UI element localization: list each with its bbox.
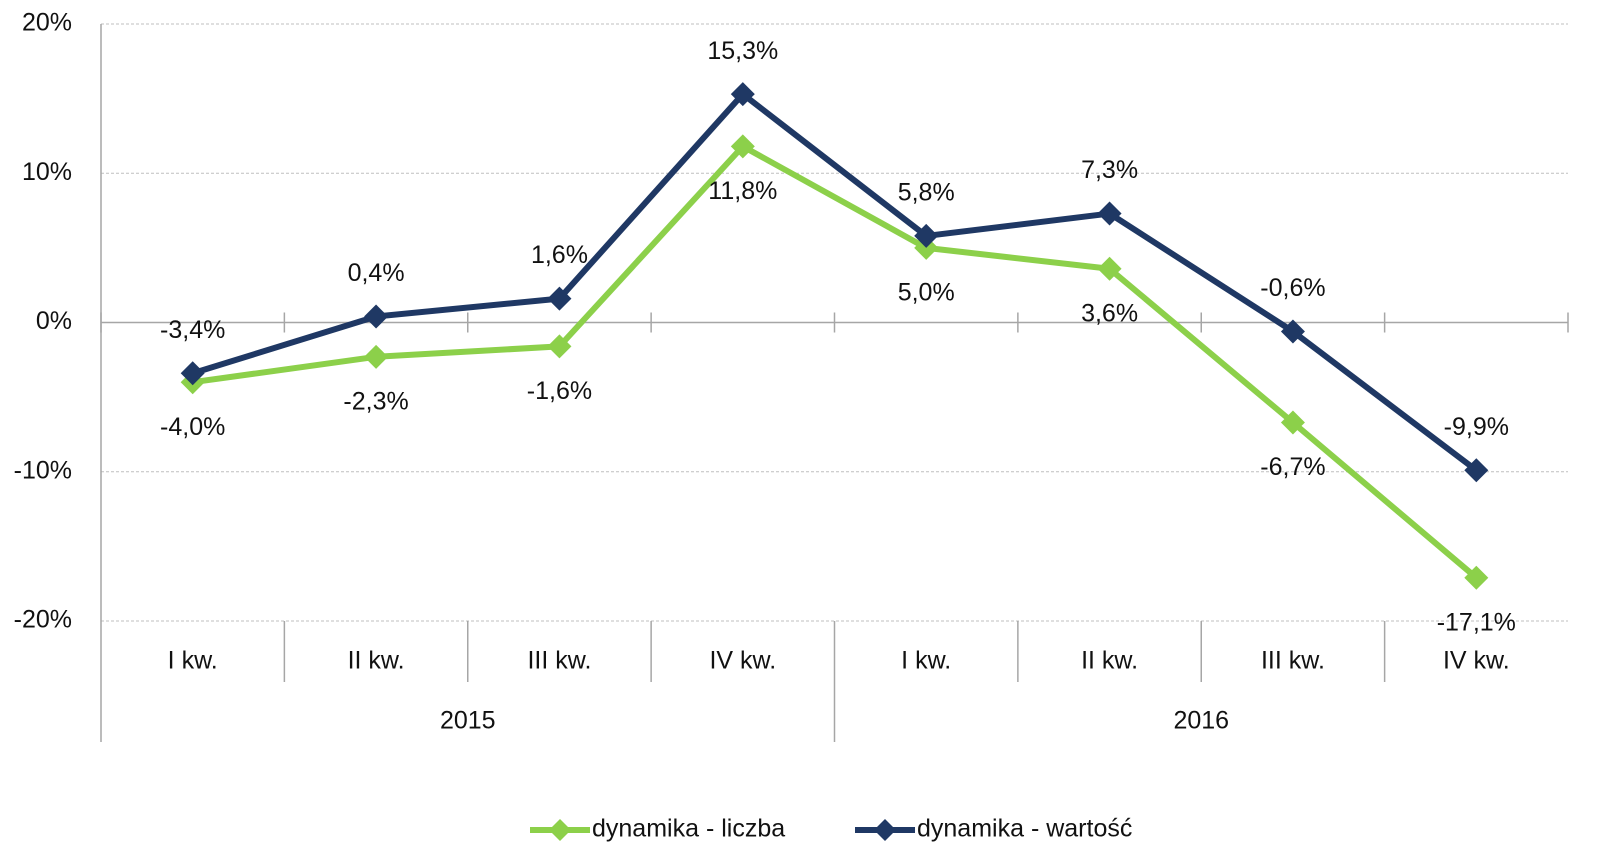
point-marker [914,223,939,248]
point-marker [364,304,389,329]
point-marker [730,82,755,107]
data-label: -3,4% [160,316,225,344]
x-tick-label: III kw. [1261,647,1325,675]
group-label: 2015 [440,707,496,735]
data-label: -1,6% [527,377,592,405]
point-marker [547,286,572,311]
point-marker [730,134,755,159]
legend-label: dynamika - liczba [592,815,785,843]
x-tick-label: IV kw. [1443,647,1510,675]
point-marker [1097,201,1122,226]
x-tick-label: II kw. [1081,647,1138,675]
x-tick-label: I kw. [901,647,951,675]
x-tick-label: I kw. [168,647,218,675]
data-label: -2,3% [343,387,408,415]
series-line [192,143,1479,581]
x-tick-label: II kw. [348,647,405,675]
legend-label: dynamika - wartość [917,815,1132,843]
data-label: 11,8% [708,177,777,205]
data-label: 0,4% [348,259,405,287]
data-label: -6,7% [1260,453,1325,481]
data-label: 7,3% [1081,156,1138,184]
x-tick-label: III kw. [527,647,591,675]
data-label: -4,0% [160,413,225,441]
data-label: 1,6% [531,241,588,269]
y-tick-label: 20% [22,9,72,37]
point-marker [180,361,205,386]
data-label: 5,0% [898,278,955,306]
point-marker [1097,256,1122,281]
y-tick-label: -20% [14,606,72,634]
group-label: 2016 [1173,707,1229,735]
point-marker [1280,410,1305,435]
x-tick-label: IV kw. [709,647,776,675]
data-label: 15,3% [707,37,778,65]
point-marker [547,334,572,359]
point-marker [1464,565,1489,590]
data-label: -9,9% [1444,413,1509,441]
legend-marker [549,819,571,841]
y-tick-label: -10% [14,456,72,484]
series-line [191,91,1479,473]
point-marker [364,344,389,369]
data-label: 3,6% [1081,299,1138,327]
data-label: -17,1% [1437,608,1516,636]
point-marker [1464,458,1489,483]
data-label: 5,8% [898,179,955,207]
data-label: -0,6% [1260,274,1325,302]
y-tick-label: 10% [22,158,72,186]
y-tick-label: 0% [36,307,72,335]
legend-marker [874,819,896,841]
point-marker [1280,319,1305,344]
